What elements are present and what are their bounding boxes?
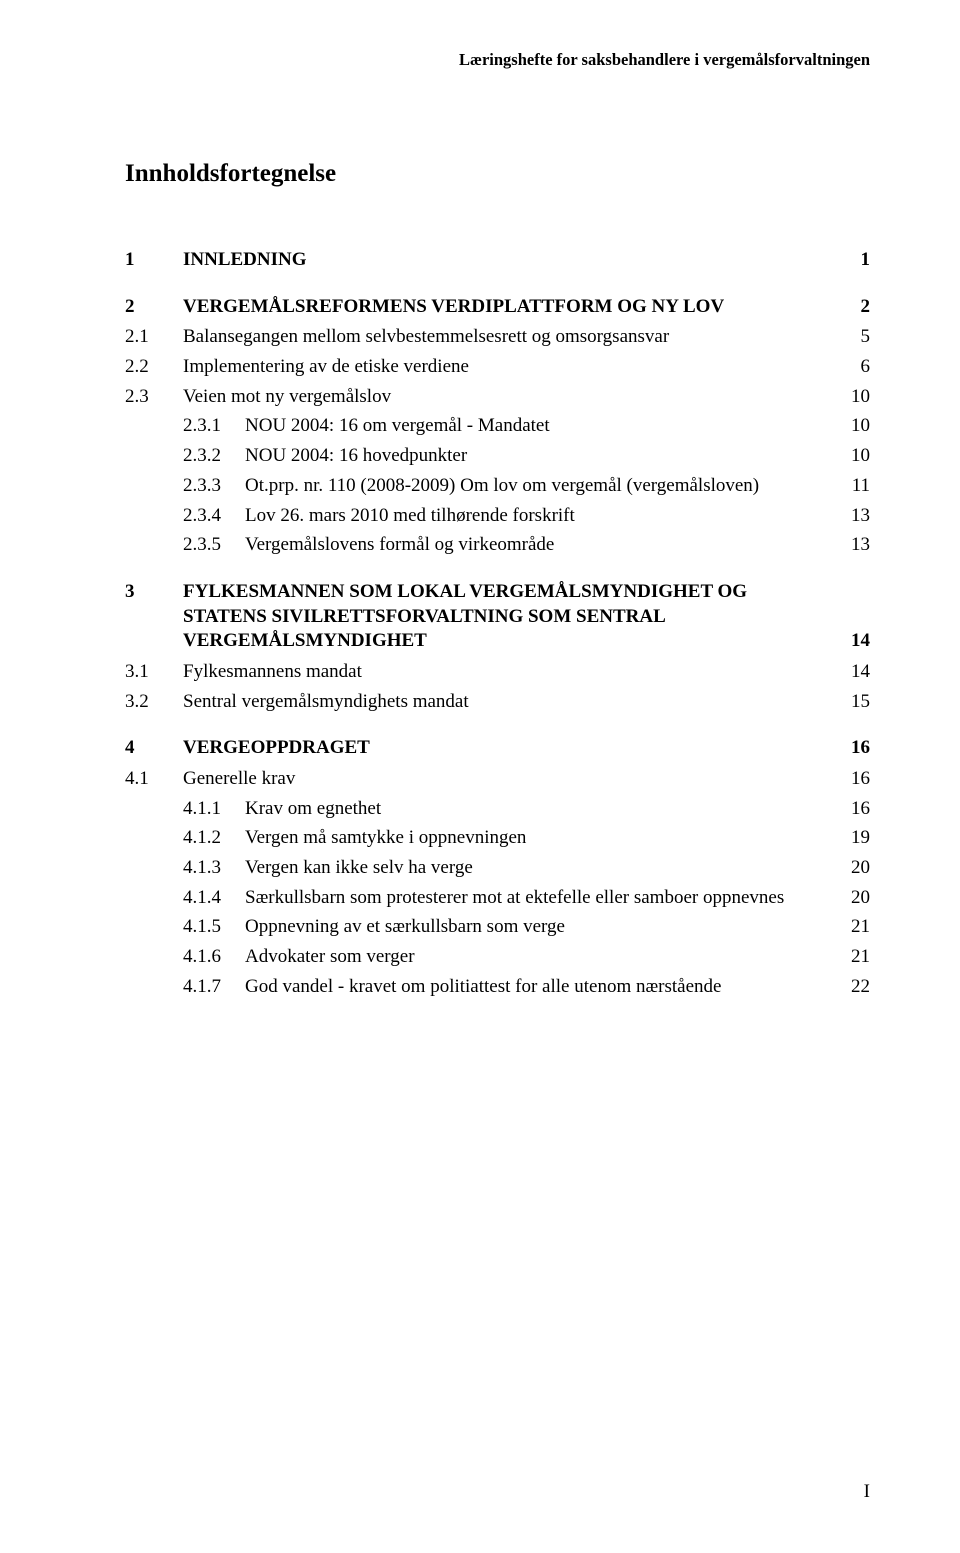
toc-entry: 1INNLEDNING1 <box>125 248 870 273</box>
toc-entry: 2VERGEMÅLSREFORMENS VERDIPLATTFORM OG NY… <box>125 295 870 320</box>
toc-entry-page: 16 <box>847 767 870 792</box>
toc-entry-number: 4.1.6 <box>183 945 245 970</box>
toc-entry-page: 2 <box>857 295 871 320</box>
toc-entry: 2.3.3Ot.prp. nr. 110 (2008-2009) Om lov … <box>183 474 870 499</box>
toc-entry: 4.1.4Særkullsbarn som protesterer mot at… <box>183 886 870 911</box>
toc-entry: 3.1Fylkesmannens mandat 14 <box>125 660 870 685</box>
toc-entry-page: 20 <box>847 886 870 911</box>
toc-entry-number: 4.1 <box>125 767 183 792</box>
toc-entry-label: Balansegangen mellom selvbestemmelsesret… <box>183 325 669 350</box>
toc-entry-page: 5 <box>857 325 871 350</box>
toc-entry-label: Sentral vergemålsmyndighets mandat <box>183 690 469 715</box>
toc-entry-page: 13 <box>847 533 870 558</box>
toc-entry-number: 4 <box>125 736 183 761</box>
toc-entry: 2.3.5Vergemålslovens formål og virkeområ… <box>183 533 870 558</box>
toc-entry-label: Ot.prp. nr. 110 (2008-2009) Om lov om ve… <box>245 474 759 499</box>
toc-entry-number: 2.2 <box>125 355 183 380</box>
toc-entry: 4.1.3Vergen kan ikke selv ha verge 20 <box>183 856 870 881</box>
toc-entry-label: Vergen kan ikke selv ha verge <box>245 856 473 881</box>
toc-entry-label: NOU 2004: 16 om vergemål - Mandatet <box>245 414 550 439</box>
toc-entry-number: 2.3.4 <box>183 504 245 529</box>
toc-entry: 4VERGEOPPDRAGET 16 <box>125 736 870 761</box>
toc-entry-number: 1 <box>125 248 183 273</box>
page-number: I <box>864 1481 870 1503</box>
toc-entry-number: 2.3.1 <box>183 414 245 439</box>
toc-entry: 4.1.5Oppnevning av et særkullsbarn som v… <box>183 915 870 940</box>
toc-entry-page: 10 <box>847 444 870 469</box>
toc-entry-number: 3.1 <box>125 660 183 685</box>
toc-entry-page: 6 <box>857 355 871 380</box>
toc-entry-page: 13 <box>847 504 870 529</box>
toc-entry-label: VERGEOPPDRAGET <box>183 736 370 761</box>
toc-entry-page: 14 <box>847 660 870 685</box>
toc-entry: 3.2Sentral vergemålsmyndighets mandat 15 <box>125 690 870 715</box>
toc-entry: 2.3.1NOU 2004: 16 om vergemål - Mandatet… <box>183 414 870 439</box>
toc-entry: 2.3Veien mot ny vergemålslov 10 <box>125 385 870 410</box>
toc-entry-label: VERGEMÅLSMYNDIGHET <box>183 629 427 654</box>
toc-entry-page: 1 <box>857 248 871 273</box>
toc-entry-label: Oppnevning av et særkullsbarn som verge <box>245 915 565 940</box>
toc-entry-label: Krav om egnethet <box>245 797 381 822</box>
toc-entry-page: 19 <box>847 826 870 851</box>
running-header: Læringshefte for saksbehandlere i vergem… <box>125 50 870 70</box>
toc-entry-number: 3.2 <box>125 690 183 715</box>
toc-entry: 2.3.2NOU 2004: 16 hovedpunkter 10 <box>183 444 870 469</box>
toc-entry-label: FYLKESMANNEN SOM LOKAL VERGEMÅLSMYNDIGHE… <box>183 580 747 605</box>
toc-entry-label: VERGEMÅLSREFORMENS VERDIPLATTFORM OG NY … <box>183 295 724 320</box>
toc-entry-label: Vergen må samtykke i oppnevningen <box>245 826 526 851</box>
toc-entry-label: Vergemålslovens formål og virkeområde <box>245 533 554 558</box>
toc-entry-number: 4.1.3 <box>183 856 245 881</box>
toc-entry-label: God vandel - kravet om politiattest for … <box>245 975 721 1000</box>
toc-title: Innholdsfortegnelse <box>125 160 870 188</box>
toc-entry-label: Implementering av de etiske verdiene <box>183 355 469 380</box>
toc-entry-page: 21 <box>847 915 870 940</box>
toc-entry-page: 21 <box>847 945 870 970</box>
toc-entry-label: Særkullsbarn som protesterer mot at ekte… <box>245 886 784 911</box>
toc-entry-page: 16 <box>847 797 870 822</box>
toc-entry-number: 4.1.2 <box>183 826 245 851</box>
toc-entry: STATENS SIVILRETTSFORVALTNING SOM SENTRA… <box>125 605 870 630</box>
toc-entry-page: 10 <box>847 385 870 410</box>
toc-entry-number: 4.1.7 <box>183 975 245 1000</box>
toc-entry-page: 10 <box>847 414 870 439</box>
toc-entry-number: 2.3.5 <box>183 533 245 558</box>
toc-entry: VERGEMÅLSMYNDIGHET 14 <box>125 629 870 654</box>
toc-entry-page: 11 <box>848 474 870 499</box>
toc-entry-label: INNLEDNING <box>183 248 307 273</box>
toc-entry-label: STATENS SIVILRETTSFORVALTNING SOM SENTRA… <box>183 605 666 630</box>
toc-entry-number: 4.1.4 <box>183 886 245 911</box>
toc-entry-label: Fylkesmannens mandat <box>183 660 362 685</box>
toc-entry: 4.1.7God vandel - kravet om politiattest… <box>183 975 870 1000</box>
toc-entry-number: 2.3.2 <box>183 444 245 469</box>
toc-entry-number: 2.1 <box>125 325 183 350</box>
toc-entry: 4.1.6Advokater som verger 21 <box>183 945 870 970</box>
toc-entry-number: 2.3.3 <box>183 474 245 499</box>
toc-entry: 2.1Balansegangen mellom selvbestemmelses… <box>125 325 870 350</box>
toc-entry-label: Veien mot ny vergemålslov <box>183 385 391 410</box>
toc-entry-label: Generelle krav <box>183 767 295 792</box>
toc-entry-label: Advokater som verger <box>245 945 415 970</box>
toc-entry-number: 3 <box>125 580 183 605</box>
toc-entry: 3FYLKESMANNEN SOM LOKAL VERGEMÅLSMYNDIGH… <box>125 580 870 605</box>
toc-entry: 2.2Implementering av de etiske verdiene 6 <box>125 355 870 380</box>
toc-container: 1INNLEDNING12VERGEMÅLSREFORMENS VERDIPLA… <box>125 248 870 1000</box>
toc-entry: 4.1.2Vergen må samtykke i oppnevningen 19 <box>183 826 870 851</box>
toc-entry-number: 2.3 <box>125 385 183 410</box>
toc-entry-page: 14 <box>847 629 870 654</box>
toc-entry-label: NOU 2004: 16 hovedpunkter <box>245 444 467 469</box>
toc-entry: 4.1.1Krav om egnethet 16 <box>183 797 870 822</box>
toc-entry-number: 4.1.1 <box>183 797 245 822</box>
document-page: Læringshefte for saksbehandlere i vergem… <box>0 0 960 1553</box>
toc-entry: 2.3.4Lov 26. mars 2010 med tilhørende fo… <box>183 504 870 529</box>
toc-entry-page: 15 <box>847 690 870 715</box>
toc-entry-number: 4.1.5 <box>183 915 245 940</box>
toc-entry-page: 16 <box>847 736 870 761</box>
toc-entry-page: 20 <box>847 856 870 881</box>
toc-entry-label: Lov 26. mars 2010 med tilhørende forskri… <box>245 504 575 529</box>
toc-entry-page: 22 <box>847 975 870 1000</box>
toc-entry: 4.1Generelle krav 16 <box>125 767 870 792</box>
toc-entry-number: 2 <box>125 295 183 320</box>
